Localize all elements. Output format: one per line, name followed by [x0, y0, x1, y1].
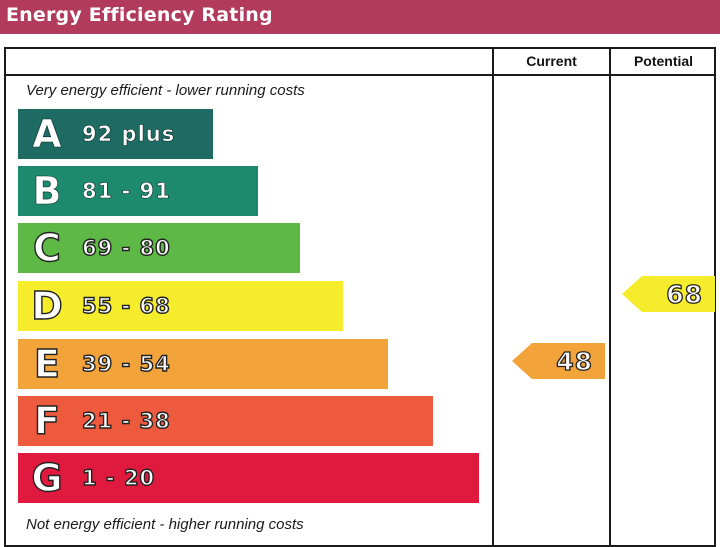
band-range: 55 - 68: [81, 293, 171, 318]
top-caption: Very energy efficient - lower running co…: [26, 82, 305, 99]
band-letter: G: [31, 456, 64, 500]
page-title: Energy Efficiency Rating: [6, 4, 273, 26]
band-e: E 39 - 54: [18, 339, 388, 389]
current-rating-value: 48: [556, 346, 593, 376]
band-a: A 92 plus: [18, 109, 213, 159]
band-b: B 81 - 91: [18, 166, 258, 216]
potential-rating-value: 68: [666, 279, 703, 309]
band-letter: D: [31, 284, 64, 328]
band-letter: B: [32, 169, 62, 213]
title-bar: Energy Efficiency Rating: [0, 0, 720, 34]
band-range: 39 - 54: [81, 351, 171, 376]
band-range: 81 - 91: [82, 179, 171, 204]
current-rating-arrow: 48: [512, 343, 605, 379]
band-range: 69 - 80: [81, 235, 171, 260]
potential-rating-arrow: 68: [622, 276, 715, 312]
column-divider-current: [492, 47, 494, 547]
band-d: D 55 - 68: [18, 281, 343, 331]
current-column-header: Current: [526, 53, 577, 69]
band-letter: A: [32, 112, 62, 156]
band-c: C 69 - 80: [18, 223, 300, 273]
header-divider: [4, 74, 716, 76]
band-f: F 21 - 38: [18, 396, 433, 446]
potential-column-header: Potential: [633, 53, 694, 69]
band-letter: C: [32, 226, 61, 270]
bottom-caption: Not energy efficient - higher running co…: [26, 516, 304, 533]
band-g: G 1 - 20: [18, 453, 479, 503]
band-range: 92 plus: [82, 122, 176, 147]
band-range: 21 - 38: [81, 408, 171, 433]
column-divider-potential: [609, 47, 611, 547]
band-range: 1 - 20: [81, 465, 156, 490]
band-letter: E: [33, 342, 60, 386]
band-letter: F: [33, 399, 60, 443]
